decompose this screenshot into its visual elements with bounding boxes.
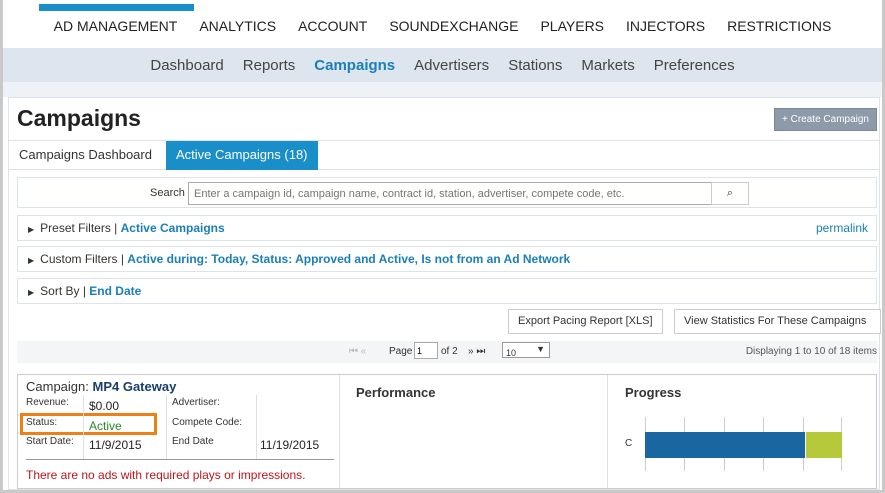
subnav-preferences[interactable]: Preferences [653, 56, 735, 74]
main-content: Campaigns + Create Campaign Campaigns Da… [8, 97, 881, 490]
progress-row-label: C [625, 438, 633, 449]
progress-title: Progress [625, 385, 682, 400]
subnav-campaigns[interactable]: Campaigns [314, 56, 396, 74]
search-icon: ⌕ [726, 187, 734, 199]
preset-filters-label: Preset Filters | [40, 221, 118, 235]
export-pacing-report-button[interactable]: Export Pacing Report [XLS] [508, 309, 663, 334]
revenue-label: Revenue: [26, 397, 69, 408]
top-nav: AD MANAGEMENT ANALYTICS ACCOUNT SOUNDEXC… [3, 0, 882, 48]
page-input[interactable] [414, 342, 438, 359]
page-count: of 2 [441, 346, 458, 357]
start-date-label: Start Date: [26, 436, 74, 447]
tab-active-campaigns[interactable]: Active Campaigns (18) [166, 141, 318, 170]
advertiser-label: Advertiser: [172, 397, 220, 408]
subnav-stations[interactable]: Stations [508, 56, 563, 74]
topnav-ad-management[interactable]: AD MANAGEMENT [38, 0, 195, 48]
topnav-injectors[interactable]: INJECTORS [626, 18, 706, 34]
topnav-soundexchange[interactable]: SOUNDEXCHANGE [389, 18, 519, 34]
topnav-account[interactable]: ACCOUNT [298, 18, 368, 34]
campaign-name-row: Campaign: MP4 Gateway [26, 379, 176, 394]
performance-title: Performance [356, 385, 436, 400]
status-highlight [20, 413, 157, 435]
search-button[interactable]: ⌕ [711, 182, 749, 205]
status-value: Active [89, 419, 122, 433]
pager: ⏮ « Page of 2 » ⏭ 10 ▼ Displaying 1 to 10… [17, 341, 877, 363]
custom-filters-value[interactable]: Active during: Today, Status: Approved a… [127, 252, 571, 266]
per-page-value: 10 [506, 348, 517, 358]
displaying-count: Displaying 1 to 10 of 18 items [745, 346, 877, 357]
app-window: AD MANAGEMENT ANALYTICS ACCOUNT SOUNDEXC… [3, 0, 882, 490]
spacer-band [3, 82, 882, 97]
progress-bar-secondary [805, 432, 842, 458]
tab-campaigns-dashboard[interactable]: Campaigns Dashboard [19, 147, 152, 162]
end-date-label: End Date [172, 436, 214, 447]
preset-filters-value[interactable]: Active Campaigns [120, 221, 225, 235]
expand-triangle-icon: ▶ [28, 225, 35, 234]
subnav-reports[interactable]: Reports [242, 56, 296, 74]
first-prev-page-icons[interactable]: ⏮ « [349, 346, 367, 357]
campaign-card: Campaign: MP4 Gateway Revenue: $0.00 Sta… [17, 374, 877, 489]
page-label: Page [389, 346, 413, 357]
dropdown-arrow-icon: ▼ [536, 344, 545, 354]
per-page-select[interactable]: 10 ▼ [502, 342, 550, 358]
create-campaign-button[interactable]: + Create Campaign [774, 108, 877, 131]
sort-by-value[interactable]: End Date [89, 284, 142, 298]
compete-code-label: Compete Code: [172, 417, 243, 428]
next-last-page-icons[interactable]: » ⏭ [468, 346, 486, 357]
view-statistics-button[interactable]: View Statistics For These Campaigns [674, 309, 881, 334]
permalink-link[interactable]: permalink [815, 221, 868, 235]
subnav-advertisers[interactable]: Advertisers [414, 56, 490, 74]
status-label: Status: [26, 417, 58, 428]
end-date-value: 11/19/2015 [260, 438, 320, 452]
sort-by-row[interactable]: ▶ Sort By | End Date [17, 278, 877, 304]
sort-by-label: Sort By | [40, 284, 86, 298]
campaign-label: Campaign: [26, 379, 89, 394]
progress-chart [645, 417, 842, 471]
page-title: Campaigns [17, 105, 141, 131]
subnav-dashboard[interactable]: Dashboard [150, 56, 224, 74]
search-panel: Search ⌕ [17, 177, 877, 208]
search-input[interactable] [188, 182, 712, 205]
custom-filters-label: Custom Filters | [40, 252, 124, 266]
start-date-value: 11/9/2015 [89, 438, 142, 452]
no-ads-warning: There are no ads with required plays or … [26, 468, 306, 482]
subnav-markets[interactable]: Markets [581, 56, 635, 74]
progress-bar-primary [645, 432, 805, 458]
topnav-analytics[interactable]: ANALYTICS [199, 18, 277, 34]
topnav-players[interactable]: PLAYERS [540, 18, 605, 34]
search-label: Search [150, 187, 185, 199]
tab-bar: Campaigns Dashboard Active Campaigns (18… [9, 140, 879, 170]
preset-filters-row[interactable]: ▶ Preset Filters | Active Campaigns perma… [17, 215, 877, 241]
custom-filters-row[interactable]: ▶ Custom Filters | Active during: Today, … [17, 246, 877, 272]
expand-triangle-icon: ▶ [28, 256, 35, 265]
topnav-restrictions[interactable]: RESTRICTIONS [727, 18, 832, 34]
divider [26, 459, 334, 460]
sub-nav: Dashboard Reports Campaigns Advertisers … [3, 48, 882, 82]
revenue-value: $0.00 [89, 399, 120, 413]
campaign-name-link[interactable]: MP4 Gateway [92, 379, 177, 394]
expand-triangle-icon: ▶ [28, 288, 35, 297]
